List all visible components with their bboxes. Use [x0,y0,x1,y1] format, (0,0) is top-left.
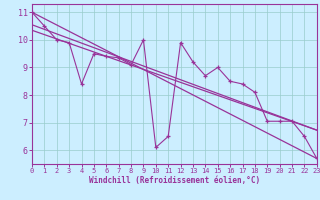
X-axis label: Windchill (Refroidissement éolien,°C): Windchill (Refroidissement éolien,°C) [89,176,260,185]
